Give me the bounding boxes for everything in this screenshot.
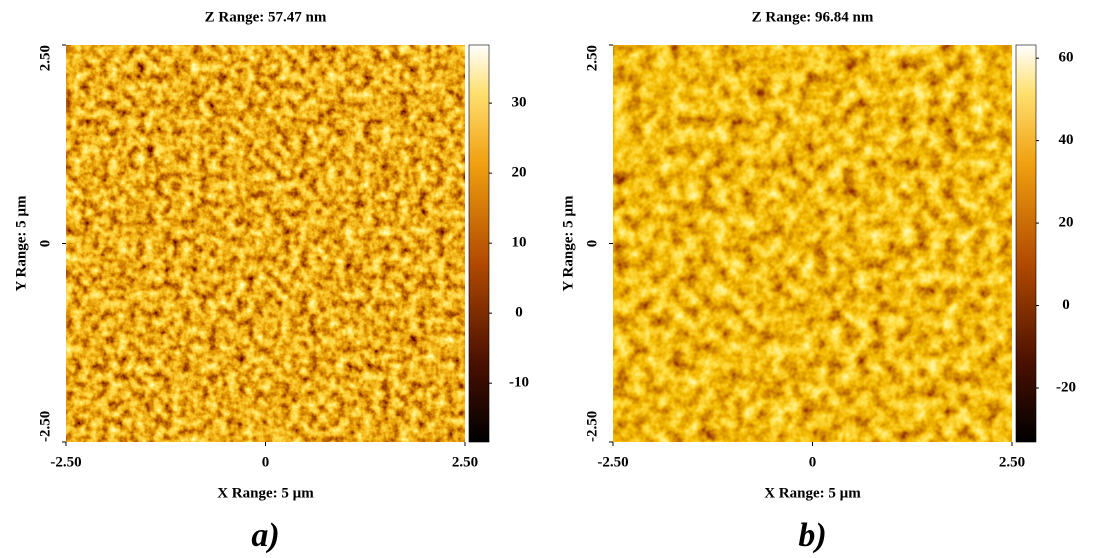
y-tick-label: 2.50: [37, 45, 53, 71]
x-tick-label: 0: [809, 454, 817, 470]
y-tick-label: 2.50: [584, 45, 600, 71]
panel-title: Z Range: 57.47 nm: [205, 9, 327, 25]
panel-caption: b): [798, 517, 826, 554]
y-tick-label: -2.50: [37, 411, 53, 442]
colorbar-tick-label: 0: [515, 305, 523, 321]
afm-image: [613, 45, 1012, 442]
panel-caption: a): [251, 517, 279, 554]
colorbar-tick-label: 20: [1059, 215, 1074, 231]
x-tick-label: 2.50: [999, 454, 1025, 470]
colorbar-tick-label: 20: [512, 165, 527, 181]
colorbar-tick-label: 0: [1062, 297, 1070, 313]
colorbar-tick-label: -20: [1056, 379, 1076, 395]
colorbar-tick-label: 30: [512, 95, 527, 111]
afm-image: [66, 45, 465, 442]
y-tick-label: 0: [584, 240, 600, 248]
x-axis-label: X Range: 5 µm: [764, 485, 861, 501]
x-tick-label: -2.50: [597, 454, 628, 470]
colorbar-tick-label: -10: [509, 375, 529, 391]
panel-title: Z Range: 96.84 nm: [752, 9, 874, 25]
y-axis-label: Y Range: 5 µm: [13, 195, 29, 291]
colorbar-tick-label: 40: [1059, 132, 1074, 148]
colorbar-tick-label: 60: [1059, 50, 1074, 66]
y-tick-label: 0: [37, 240, 53, 248]
x-tick-label: -2.50: [50, 454, 81, 470]
colorbar-tick-label: 10: [512, 235, 527, 251]
y-axis-label: Y Range: 5 µm: [560, 195, 576, 291]
x-axis-label: X Range: 5 µm: [217, 485, 314, 501]
colorbar: [468, 44, 490, 443]
x-tick-label: 0: [262, 454, 270, 470]
x-tick-label: 2.50: [452, 454, 478, 470]
y-tick-label: -2.50: [584, 411, 600, 442]
colorbar: [1015, 44, 1037, 443]
